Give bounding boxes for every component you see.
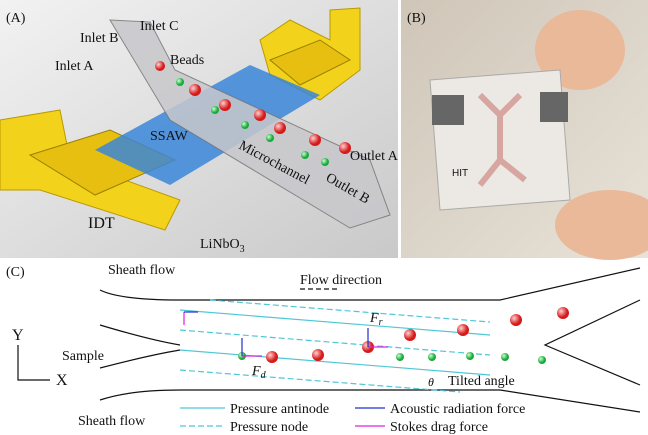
bead	[309, 134, 321, 146]
bead	[321, 158, 329, 166]
label: Sheath flow	[78, 414, 146, 429]
label: Beads	[170, 53, 204, 68]
force-symbol: F	[369, 311, 379, 326]
bead	[254, 109, 266, 121]
legend-entry: Pressure antinode	[230, 402, 329, 417]
electrode	[540, 92, 568, 122]
label: Inlet C	[140, 19, 179, 34]
label-subscript: 3	[240, 244, 245, 255]
label: Sample	[62, 349, 104, 364]
pressure-lines	[180, 300, 490, 392]
channel-wall	[180, 268, 640, 300]
electrode	[432, 95, 464, 125]
label: Sheath flow	[108, 263, 176, 278]
axis-label: Y	[12, 327, 24, 344]
legend-entry: Stokes drag force	[390, 420, 488, 435]
label: Outlet A	[350, 149, 399, 164]
axis-label: X	[56, 372, 68, 389]
label: Inlet B	[80, 31, 119, 46]
label: SSAW	[150, 129, 189, 144]
label-base: LiNbO	[200, 237, 240, 252]
inlet-walls	[100, 290, 180, 400]
panel-a: (A) Inlet A Inlet B Inlet C Beads SSAW M…	[0, 0, 399, 258]
force-label: Fd	[251, 364, 267, 381]
force-subscript: r	[379, 317, 383, 328]
bead	[176, 78, 184, 86]
bead	[301, 151, 309, 159]
label: Inlet A	[55, 59, 94, 74]
panel-c: (C) Flow direction Sheath flow Sheath fl…	[6, 263, 640, 435]
angle-symbol: θ	[428, 375, 434, 389]
bead	[266, 134, 274, 142]
bead	[274, 122, 286, 134]
figure: (A) Inlet A Inlet B Inlet C Beads SSAW M…	[0, 0, 648, 435]
panel-label: (C)	[6, 265, 25, 280]
axes	[18, 345, 50, 380]
label: Flow direction	[300, 273, 382, 288]
label: Tilted angle	[448, 374, 515, 389]
bead	[189, 84, 201, 96]
legend-entry: Pressure node	[230, 420, 308, 435]
bead	[155, 61, 165, 71]
bead	[241, 121, 249, 129]
label: IDT	[88, 215, 115, 232]
panel-b: HIT (B)	[401, 0, 648, 260]
chip-text: HIT	[452, 168, 468, 179]
force-subscript: d	[261, 370, 267, 381]
force-symbol: F	[251, 364, 261, 379]
panel-label: (A)	[6, 11, 26, 26]
bead	[211, 106, 219, 114]
panel-label: (B)	[407, 11, 426, 26]
bead	[219, 99, 231, 111]
legend-entry: Acoustic radiation force	[390, 402, 525, 417]
